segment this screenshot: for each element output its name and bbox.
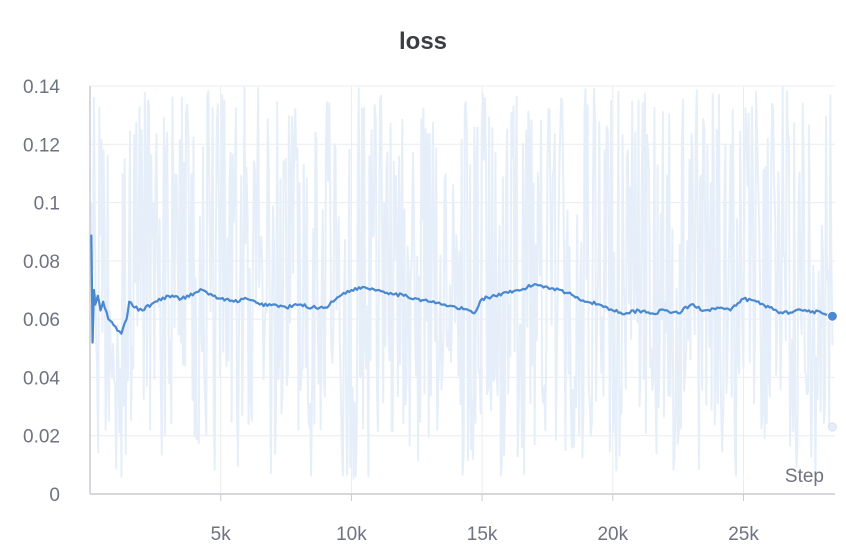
x-tick-label: 20k (597, 524, 628, 545)
smoothed-series-line[interactable] (90, 234, 833, 344)
tick-labels: 0 0.02 0.04 0.06 0.08 0.1 0.12 0.14 5k 10k 15k 20k 2… (23, 77, 824, 545)
smoothed-last-point[interactable] (826, 310, 838, 322)
x-tick-label: 10k (336, 524, 367, 545)
y-tick-label: 0.08 (23, 252, 60, 273)
y-tick-label: 0.02 (23, 427, 60, 448)
x-tick-label: 5k (211, 524, 232, 545)
y-tick-label: 0.14 (23, 77, 60, 98)
raw-series-band (89, 85, 837, 481)
x-axis-label: Step (785, 466, 824, 487)
x-tick-label: 25k (728, 524, 759, 545)
y-tick-label: 0.1 (34, 194, 60, 215)
y-tick-label: 0.04 (23, 368, 60, 389)
raw-series-line (89, 85, 834, 481)
x-tick-label: 15k (467, 524, 498, 545)
y-tick-label: 0.12 (23, 135, 60, 156)
y-tick-label: 0 (49, 485, 60, 506)
y-tick-label: 0.06 (23, 310, 60, 331)
chart-title: loss (398, 28, 448, 55)
smoothed-series[interactable] (90, 234, 838, 344)
raw-last-point (827, 422, 837, 432)
axes (89, 86, 835, 501)
